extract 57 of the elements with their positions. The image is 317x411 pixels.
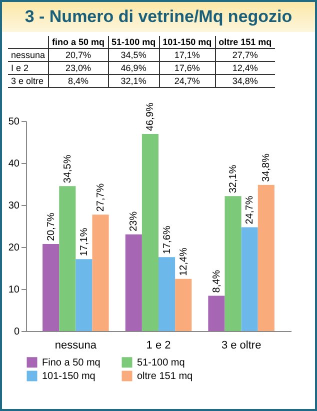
text: I e 2: [8, 62, 49, 74]
data-label: 8,4%: [211, 270, 222, 293]
text: 20,7%: [48, 48, 108, 62]
text: 51-100 mq: [108, 36, 160, 48]
legend-label: 51-100 mq: [137, 357, 185, 368]
y-tick-label: 10: [8, 284, 20, 296]
y-tick-label: 30: [8, 200, 20, 212]
legend-label: 101-150 mq: [42, 371, 96, 382]
text: 34,8%: [215, 74, 275, 88]
text: 46,9%: [108, 62, 160, 74]
y-tick-label: 20: [8, 242, 20, 254]
x-tick-label: 1 e 2: [146, 340, 171, 352]
x-tick-label: nessuna: [54, 340, 98, 352]
text: 32,1%: [108, 74, 160, 88]
data-label: 17,1%: [78, 228, 90, 256]
text: 3 e oltre: [8, 74, 49, 88]
bar: [158, 257, 176, 331]
data-label: 24,7%: [244, 196, 256, 224]
text: 101-150 mq: [159, 36, 216, 48]
bar: [76, 259, 92, 331]
text: 17,6%: [159, 62, 216, 74]
bar: [125, 234, 142, 331]
legend-label: Fino a 50 mq: [42, 357, 100, 368]
bar: [258, 184, 274, 331]
bar: [142, 134, 158, 331]
data-label: 27,7%: [96, 183, 107, 212]
text: fino a 50 mq: [48, 36, 108, 48]
data-label: 20,7%: [46, 212, 57, 242]
text: 12,4%: [215, 62, 275, 74]
bar: [59, 186, 76, 331]
y-tick-label: 0: [14, 326, 20, 338]
legend-label: oltre 151 mq: [137, 371, 193, 382]
text: nessuna: [8, 48, 49, 62]
bar: [42, 244, 60, 331]
bar: [241, 227, 258, 331]
data-label: 46,9%: [145, 102, 156, 132]
text: 17,1%: [159, 48, 216, 62]
y-tick-label: 50: [8, 116, 20, 128]
data-label: 34,8%: [261, 153, 272, 182]
data-label: 32,1%: [228, 164, 240, 194]
text: 8,4%: [48, 74, 108, 88]
bar: [92, 214, 109, 331]
data-label: 17,6%: [162, 226, 173, 254]
bar: [224, 196, 242, 331]
bar: [175, 278, 192, 331]
data-label: 34,5%: [62, 154, 74, 184]
data-label: 12,4%: [178, 247, 190, 276]
bar: [208, 296, 225, 331]
text: oltre 151 mq: [215, 36, 275, 48]
text: 23,0%: [48, 62, 108, 74]
text: 34,5%: [108, 48, 160, 62]
chart-title: 3 - Numero di vetrine/Mq negozio: [2, 2, 315, 32]
data-label: 23%: [128, 211, 140, 232]
y-tick-label: 40: [8, 158, 20, 170]
text: 24,7%: [159, 74, 216, 88]
text: 27,7%: [215, 48, 275, 62]
x-tick-label: 3 e oltre: [221, 340, 262, 352]
